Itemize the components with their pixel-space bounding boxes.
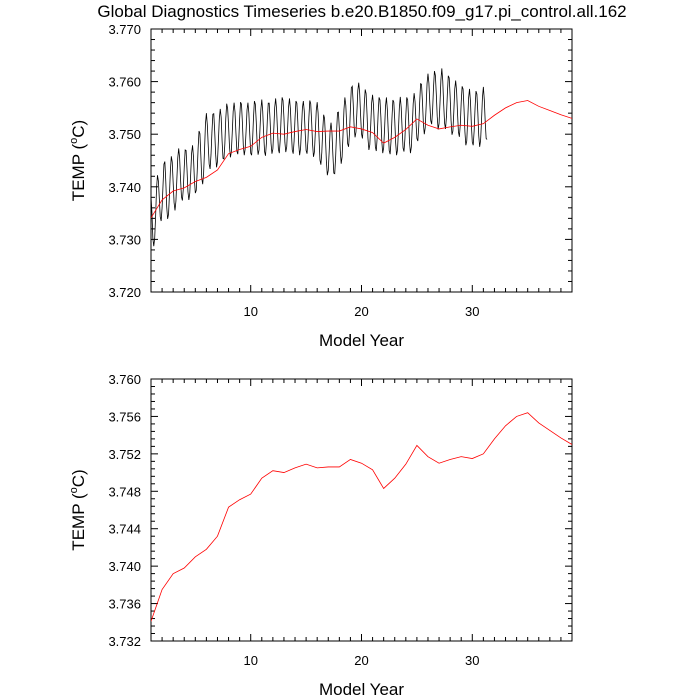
bottom-x-axis-label: Model Year [319, 680, 404, 699]
top-y-axis-label-main: TEMP ( [69, 144, 88, 202]
bottom-y-tick-label: 3.760 [108, 372, 141, 387]
bottom-x-tick-label: 30 [465, 653, 479, 668]
top-y-tick-label: 3.740 [108, 180, 141, 195]
bottom-y-tick-label: 3.740 [108, 559, 141, 574]
bottom-y-axis-label-main: TEMP ( [69, 493, 88, 551]
top-y-tick-label: 3.720 [108, 285, 141, 300]
top-x-tick-label: 20 [354, 304, 368, 319]
bottom-y-tick-label: 3.752 [108, 447, 141, 462]
top-plot-frame [150, 28, 573, 293]
bottom-y-tick-label: 3.744 [108, 522, 141, 537]
bottom-x-tick-label: 20 [354, 653, 368, 668]
top-y-tick-label: 3.730 [108, 232, 141, 247]
top-x-axis-label: Model Year [319, 331, 404, 350]
top-monthly-series-line [151, 68, 488, 247]
top-x-tick-label: 30 [465, 304, 479, 319]
top-annual-series-line [151, 100, 572, 219]
top-plot-panel: 10 20 30 3.720 3.730 3.740 3.750 3.760 3.770 Mode… [68, 22, 573, 350]
bottom-y-tick-label: 3.732 [108, 634, 141, 649]
bottom-plot-panel: 10 20 30 3.732 3.736 3.740 3.744 3.748 3.752 3.75… [68, 372, 573, 699]
bottom-y-axis-label-sup: o [68, 487, 80, 493]
top-y-axis-label-tail: C) [69, 120, 88, 138]
bottom-y-axis-label: TEMP (oC) [68, 469, 88, 550]
bottom-y-tick-label: 3.736 [108, 597, 141, 612]
top-y-tick-label: 3.750 [108, 127, 141, 142]
top-y-axis-label: TEMP (oC) [68, 120, 88, 201]
bottom-y-axis-label-tail: C) [69, 469, 88, 487]
bottom-y-tick-label: 3.756 [108, 409, 141, 424]
bottom-annual-series-line [151, 412, 572, 622]
top-x-tick-label: 10 [243, 304, 257, 319]
bottom-plot-frame [150, 378, 573, 642]
top-y-tick-label: 3.770 [108, 22, 141, 37]
bottom-x-tick-label: 10 [243, 653, 257, 668]
bottom-y-tick-label: 3.748 [108, 484, 141, 499]
top-y-axis-label-sup: o [68, 138, 80, 144]
top-y-tick-label: 3.760 [108, 75, 141, 90]
chart-title: Global Diagnostics Timeseries b.e20.B185… [97, 2, 626, 21]
